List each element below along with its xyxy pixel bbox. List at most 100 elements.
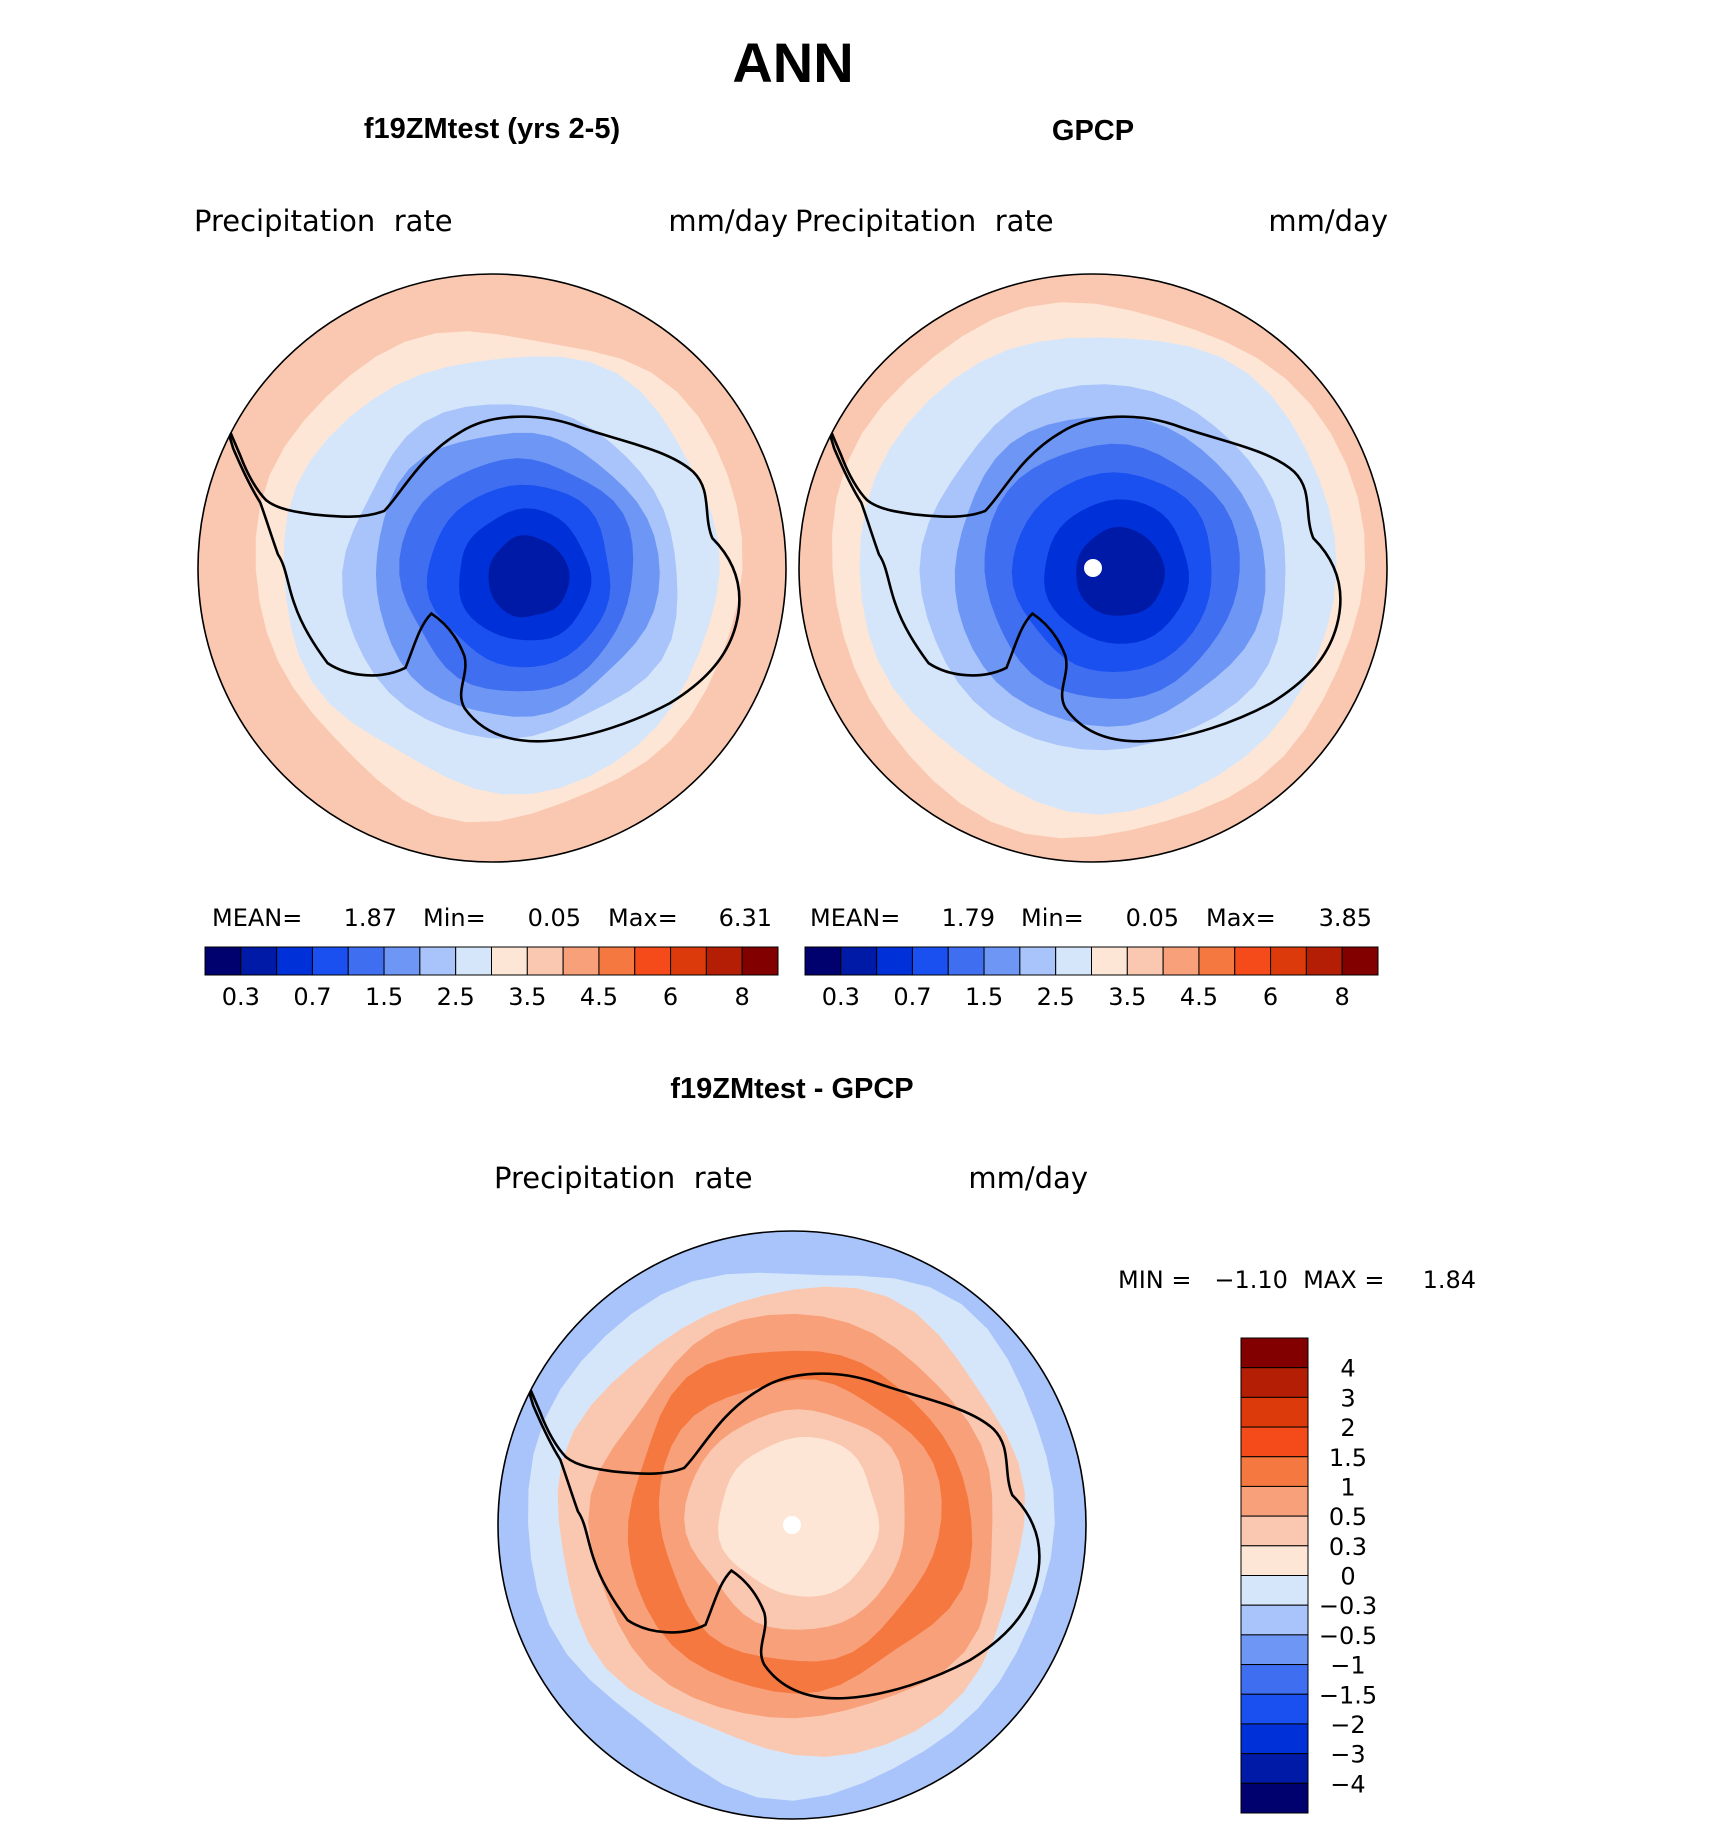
colorbar-tick-label: 2.5	[437, 983, 475, 1011]
missing-data-dot	[1084, 559, 1102, 577]
colorbar-swatch	[1240, 1515, 1309, 1547]
colorbar-swatch	[911, 946, 949, 976]
colorbar-swatch	[670, 946, 707, 976]
colorbar-swatch	[455, 946, 492, 976]
colorbar-tick-label: 0.3	[222, 983, 260, 1011]
model-heading: f19ZMtest (yrs 2-5)	[364, 113, 620, 145]
obs-units: mm/day	[1268, 204, 1388, 238]
model-min-label: Min=	[423, 904, 486, 932]
diff-heading: f19ZMtest - GPCP	[670, 1073, 913, 1105]
colorbar-tick-label: −4	[1330, 1770, 1365, 1798]
contour-band	[1076, 526, 1165, 616]
model-field-label: Precipitation rate	[194, 204, 453, 238]
diff-minmax: MIN = −1.10 MAX = 1.84	[1118, 1266, 1476, 1294]
colorbar-swatch	[876, 946, 913, 976]
colorbar-tick-label: −0.5	[1319, 1622, 1377, 1650]
model-stats: MEAN= 1.87 Min= 0.05 Max= 6.31	[212, 904, 772, 932]
diff-units: mm/day	[968, 1161, 1088, 1195]
obs-precip-map	[799, 274, 1387, 862]
obs-max-value: 3.85	[1319, 904, 1372, 932]
obs-heading: GPCP	[1052, 115, 1134, 147]
colorbar-swatch	[1305, 946, 1343, 976]
colorbar-tick-label: 4.5	[580, 983, 618, 1011]
diff-field-label: Precipitation rate	[494, 1161, 753, 1195]
colorbar-tick-label: 1	[1340, 1473, 1355, 1501]
colorbar-swatch	[1240, 1604, 1309, 1636]
model-units: mm/day	[668, 204, 788, 238]
missing-data-dot	[783, 1516, 801, 1534]
colorbar-swatch	[1198, 946, 1236, 976]
map-border	[197, 273, 787, 863]
contour-band	[488, 535, 570, 618]
colorbar-swatch	[419, 946, 457, 976]
colorbar-swatch	[634, 946, 672, 976]
colorbar-swatch	[383, 946, 421, 976]
colorbar-swatch	[1240, 1485, 1309, 1517]
obs-field-label: Precipitation rate	[795, 204, 1054, 238]
colorbar-tick-label: 0.7	[293, 983, 331, 1011]
colorbar-swatch	[240, 946, 278, 976]
colorbar-tick-label: 2.5	[1037, 983, 1075, 1011]
colorbar-swatch	[598, 946, 636, 976]
colorbar-tick-label: −1.5	[1319, 1681, 1377, 1709]
colorbar-tick-label: 3	[1340, 1384, 1355, 1412]
colorbar-tick-label: 3.5	[508, 983, 546, 1011]
colorbar-swatch	[347, 946, 385, 976]
map-border	[798, 273, 1388, 863]
model-mean-value: 1.87	[344, 904, 397, 932]
colorbar-tick-label: 4.5	[1180, 983, 1218, 1011]
colorbar-tick-label: 0.7	[893, 983, 931, 1011]
colorbar-swatch	[1240, 1664, 1309, 1695]
colorbar-tick-label: −2	[1330, 1711, 1365, 1739]
colorbar-swatch	[741, 946, 779, 976]
colorbar-swatch	[1240, 1396, 1309, 1428]
colorbar-tick-label: 0.3	[1329, 1533, 1367, 1561]
map-border	[497, 1230, 1087, 1820]
contour-band	[752, 1464, 851, 1563]
colorbar-swatch	[526, 946, 564, 976]
obs-mean-label: MEAN=	[810, 904, 900, 932]
colorbar-swatch	[1240, 1575, 1309, 1606]
colorbar-swatch	[276, 946, 313, 976]
colorbar-swatch	[983, 946, 1021, 976]
colorbar-tick-label: −3	[1330, 1741, 1365, 1769]
colorbar-tick-label: 6	[1263, 983, 1278, 1011]
colorbar-tick-label: 8	[735, 983, 750, 1011]
colorbar-tick-label: 1.5	[365, 983, 403, 1011]
model-precip-map	[198, 274, 786, 862]
colorbar-swatch	[1162, 946, 1200, 976]
colorbar-swatch	[1240, 1782, 1309, 1814]
colorbar-tick-label: 0.3	[822, 983, 860, 1011]
model-max-label: Max=	[608, 904, 678, 932]
colorbar-swatch	[1270, 946, 1307, 976]
colorbar-tick-label: 6	[663, 983, 678, 1011]
colorbar-swatch	[1240, 1367, 1309, 1398]
colorbar-swatch	[562, 946, 600, 976]
colorbar-swatch	[1240, 1545, 1309, 1576]
model-mean-label: MEAN=	[212, 904, 302, 932]
colorbar-swatch	[204, 946, 242, 976]
colorbar-swatch	[1240, 1723, 1309, 1755]
colorbar-swatch	[491, 946, 528, 976]
obs-stats: MEAN= 1.79 Min= 0.05 Max= 3.85	[810, 904, 1372, 932]
colorbar-swatch	[1240, 1426, 1309, 1458]
obs-min-label: Min=	[1021, 904, 1084, 932]
colorbar-swatch	[1240, 1693, 1309, 1725]
model-colorbar: 0.3 0.7 1.5 2.5 3.5 4.5 6 8	[204, 946, 779, 1011]
model-min-value: 0.05	[528, 904, 581, 932]
colorbar-tick-label: 2	[1340, 1414, 1355, 1442]
colorbar-swatch	[1240, 1753, 1309, 1784]
colorbar-swatch	[1240, 1337, 1309, 1369]
colorbar-swatch	[1240, 1634, 1309, 1666]
obs-max-label: Max=	[1206, 904, 1276, 932]
obs-mean-value: 1.79	[942, 904, 995, 932]
colorbar-tick-label: −0.3	[1319, 1592, 1377, 1620]
colorbar-swatch	[947, 946, 985, 976]
colorbar-swatch	[311, 946, 349, 976]
diff-precip-map	[498, 1231, 1086, 1819]
colorbar-swatch	[1341, 946, 1379, 976]
colorbar-swatch	[1234, 946, 1272, 976]
colorbar-swatch	[705, 946, 743, 976]
colorbar-tick-label: 8	[1335, 983, 1350, 1011]
